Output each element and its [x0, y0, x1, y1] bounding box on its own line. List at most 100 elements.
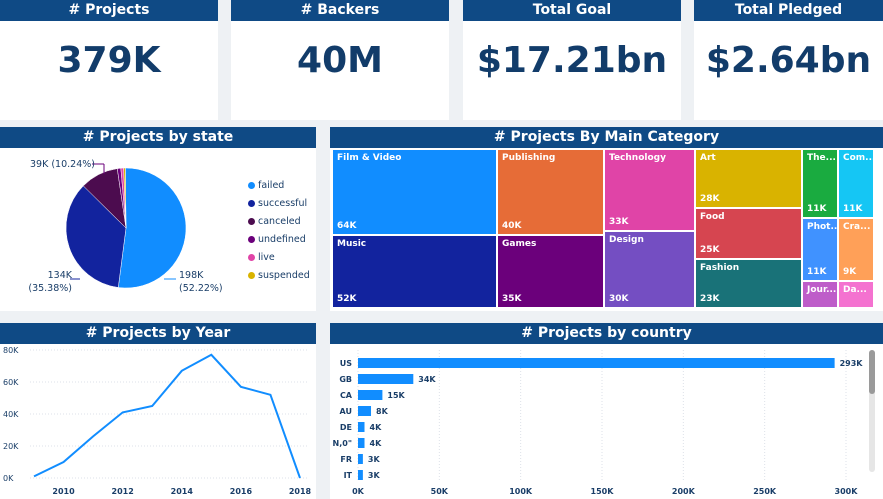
treemap-cell-label: Food	[700, 212, 725, 222]
treemap-cell-publishing[interactable]: Publishing 40K	[498, 150, 603, 234]
treemap-cell-label: Phot...	[807, 222, 837, 232]
treemap-cell-value: 40K	[502, 221, 522, 231]
pie-slice-suspended[interactable]	[123, 167, 127, 229]
treemap-cell-label: Cra...	[843, 222, 871, 232]
bar-value-label: 15K	[387, 391, 405, 400]
treemap-cell-jour[interactable]: Jour...	[803, 282, 837, 307]
state-legend: failed successful canceled undefined live sus…	[248, 176, 310, 284]
kpi-card-total-goal: Total Goal $17.21bn	[463, 0, 681, 120]
x-tick-label: 2018	[289, 487, 312, 496]
treemap-cell-fashion[interactable]: Fashion 23K	[696, 260, 801, 307]
treemap-cell-value: 52K	[337, 294, 357, 304]
y-tick-label: 60K	[3, 378, 19, 387]
treemap-cell-film-video[interactable]: Film & Video 64K	[333, 150, 496, 234]
bar-value-label: 293K	[840, 359, 864, 368]
legend-item-suspended[interactable]: suspended	[248, 266, 310, 284]
y-tick-label: 40K	[3, 410, 19, 419]
treemap-cell-phot[interactable]: Phot... 11K	[803, 219, 837, 280]
category-label: US	[340, 359, 352, 368]
bar-fr[interactable]	[358, 454, 363, 464]
x-tick-label: 50K	[431, 487, 449, 496]
treemap-cell-value: 64K	[337, 221, 357, 231]
category-treemap[interactable]: Film & Video 64K Music 52K Publishing 40K Game…	[330, 148, 883, 311]
bar-value-label: 4K	[370, 439, 383, 448]
treemap-cell-value: 11K	[843, 204, 863, 214]
treemap-cell-technology[interactable]: Technology 33K	[605, 150, 694, 230]
treemap-cell-value: 28K	[700, 194, 720, 204]
kpi-value: 40M	[297, 40, 383, 81]
pie-slice-successful[interactable]	[65, 185, 127, 288]
pie-label-successful-count: 134K	[48, 270, 73, 281]
legend-label: undefined	[258, 233, 306, 245]
legend-label: successful	[258, 197, 308, 209]
pie-label-canceled: 39K (10.24%)	[30, 159, 95, 170]
treemap-cell-art[interactable]: Art 28K	[696, 150, 801, 207]
y-tick-label: 20K	[3, 442, 19, 451]
country-chart-card: # Projects by country 0K 50K 100K 150K 200K 2…	[330, 323, 883, 499]
bar-us[interactable]	[358, 358, 835, 368]
state-pie-chart[interactable]: 39K (10.24%) 134K (35.38%) 198K (52.22%)	[0, 148, 316, 311]
category-label: CA	[340, 391, 353, 400]
bar-it[interactable]	[358, 470, 363, 480]
category-chart-title: # Projects By Main Category	[330, 127, 883, 148]
category-label: AU	[340, 407, 352, 416]
bar-n-0[interactable]	[358, 438, 365, 448]
kpi-card-projects: # Projects 379K	[0, 0, 218, 120]
year-chart-card: # Projects by Year 0K 20K 40K 60K 80K 2010 201…	[0, 323, 316, 499]
treemap-cell-design[interactable]: Design 30K	[605, 232, 694, 307]
legend-item-successful[interactable]: successful	[248, 194, 310, 212]
x-tick-label: 150K	[591, 487, 615, 496]
legend-item-undefined[interactable]: undefined	[248, 230, 310, 248]
x-tick-label: 300K	[835, 487, 859, 496]
legend-item-live[interactable]: live	[248, 248, 310, 266]
legend-swatch	[248, 235, 255, 243]
treemap-cell-value: 11K	[807, 267, 827, 277]
treemap-cell-da[interactable]: Da...	[839, 282, 873, 307]
treemap-cell-value: 35K	[502, 294, 522, 304]
state-chart-title: # Projects by state	[0, 127, 316, 148]
bar-de[interactable]	[358, 422, 365, 432]
category-label: GB	[339, 375, 352, 384]
legend-swatch	[248, 253, 255, 261]
x-tick-label: 2016	[230, 487, 253, 496]
category-chart-card: # Projects By Main Category Film & Video…	[330, 127, 883, 311]
treemap-cell-com[interactable]: Com... 11K	[839, 150, 873, 217]
treemap-cell-the[interactable]: The... 11K	[803, 150, 837, 217]
legend-swatch	[248, 217, 255, 225]
kpi-value: $17.21bn	[476, 40, 668, 81]
scrollbar-thumb[interactable]	[869, 350, 875, 394]
legend-label: canceled	[258, 215, 301, 227]
pie-slice-failed[interactable]	[117, 167, 187, 289]
category-label: N,0"	[333, 439, 352, 448]
treemap-cell-value: 23K	[700, 294, 720, 304]
year-line-chart[interactable]: 0K 20K 40K 60K 80K 2010 2012 2014 2016 2018	[0, 344, 316, 499]
treemap-cell-games[interactable]: Games 35K	[498, 236, 603, 307]
treemap-cell-label: Music	[337, 239, 367, 249]
line-series-projects[interactable]	[33, 353, 301, 479]
year-chart-title: # Projects by Year	[0, 323, 316, 344]
bar-value-label: 8K	[376, 407, 389, 416]
legend-item-failed[interactable]: failed	[248, 176, 310, 194]
category-label: DE	[340, 423, 352, 432]
treemap-cell-music[interactable]: Music 52K	[333, 236, 496, 307]
bar-au[interactable]	[358, 406, 372, 416]
treemap-cell-food[interactable]: Food 25K	[696, 209, 801, 258]
bar-value-label: 3K	[368, 455, 381, 464]
scrollbar-track[interactable]	[869, 350, 875, 472]
x-tick-label: 2014	[171, 487, 194, 496]
treemap-cell-value: 9K	[843, 267, 857, 277]
x-tick-label: 2010	[52, 487, 75, 496]
legend-swatch	[248, 271, 255, 279]
bar-ca[interactable]	[358, 390, 383, 400]
pie-label-successful-pct: (35.38%)	[28, 283, 72, 294]
bar-value-label: 34K	[418, 375, 436, 384]
legend-item-canceled[interactable]: canceled	[248, 212, 310, 230]
category-label: IT	[344, 471, 353, 480]
kpi-card-backers: # Backers 40M	[231, 0, 449, 120]
country-bar-chart[interactable]: 0K 50K 100K 150K 200K 250K 300K US 293K GB 34K CA 15…	[330, 344, 883, 499]
treemap-cell-cra[interactable]: Cra... 9K	[839, 219, 873, 280]
treemap-cell-value: 25K	[700, 245, 720, 255]
y-tick-label: 0K	[3, 474, 14, 483]
kpi-title: Total Goal	[463, 0, 681, 21]
bar-gb[interactable]	[358, 374, 414, 384]
